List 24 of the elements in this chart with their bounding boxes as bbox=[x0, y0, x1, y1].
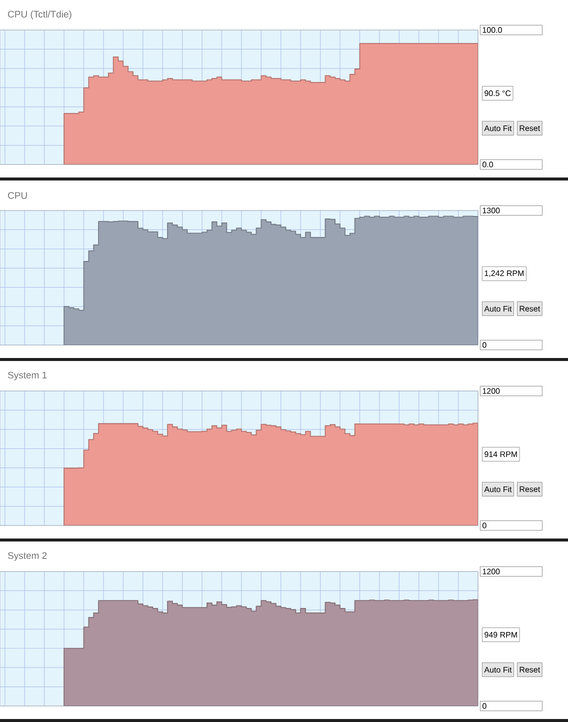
text: Auto Fit bbox=[484, 306, 512, 312]
chart-title: CPU (Tctl/Tdie) bbox=[8, 10, 72, 20]
y-tick-label: 1300 bbox=[482, 208, 500, 214]
text: Auto Fit bbox=[484, 125, 512, 132]
y-tick-label: 0 bbox=[482, 342, 486, 348]
y-tick-label: 0 bbox=[482, 522, 486, 528]
chart-title: System 1 bbox=[8, 372, 47, 380]
chart-title: System 2 bbox=[8, 552, 47, 561]
text: 949 RPM bbox=[484, 632, 517, 638]
text: Reset bbox=[520, 125, 540, 131]
chart-title: CPU bbox=[8, 192, 27, 199]
text: Auto Fit bbox=[484, 666, 512, 673]
text: 90.5 °C bbox=[484, 90, 511, 96]
text: 914 RPM bbox=[484, 451, 517, 458]
y-tick-label: 1200 bbox=[482, 388, 500, 394]
text: 1,242 RPM bbox=[484, 270, 524, 278]
y-tick-label: 0.0 bbox=[482, 162, 494, 168]
y-tick-label: 0 bbox=[482, 703, 486, 709]
text: Reset bbox=[520, 306, 540, 312]
text: Reset bbox=[520, 666, 540, 672]
text: Auto Fit bbox=[484, 486, 512, 492]
y-tick-label: 100.0 bbox=[482, 27, 502, 33]
y-tick-label: 1200 bbox=[482, 568, 500, 574]
text: Reset bbox=[520, 486, 540, 492]
